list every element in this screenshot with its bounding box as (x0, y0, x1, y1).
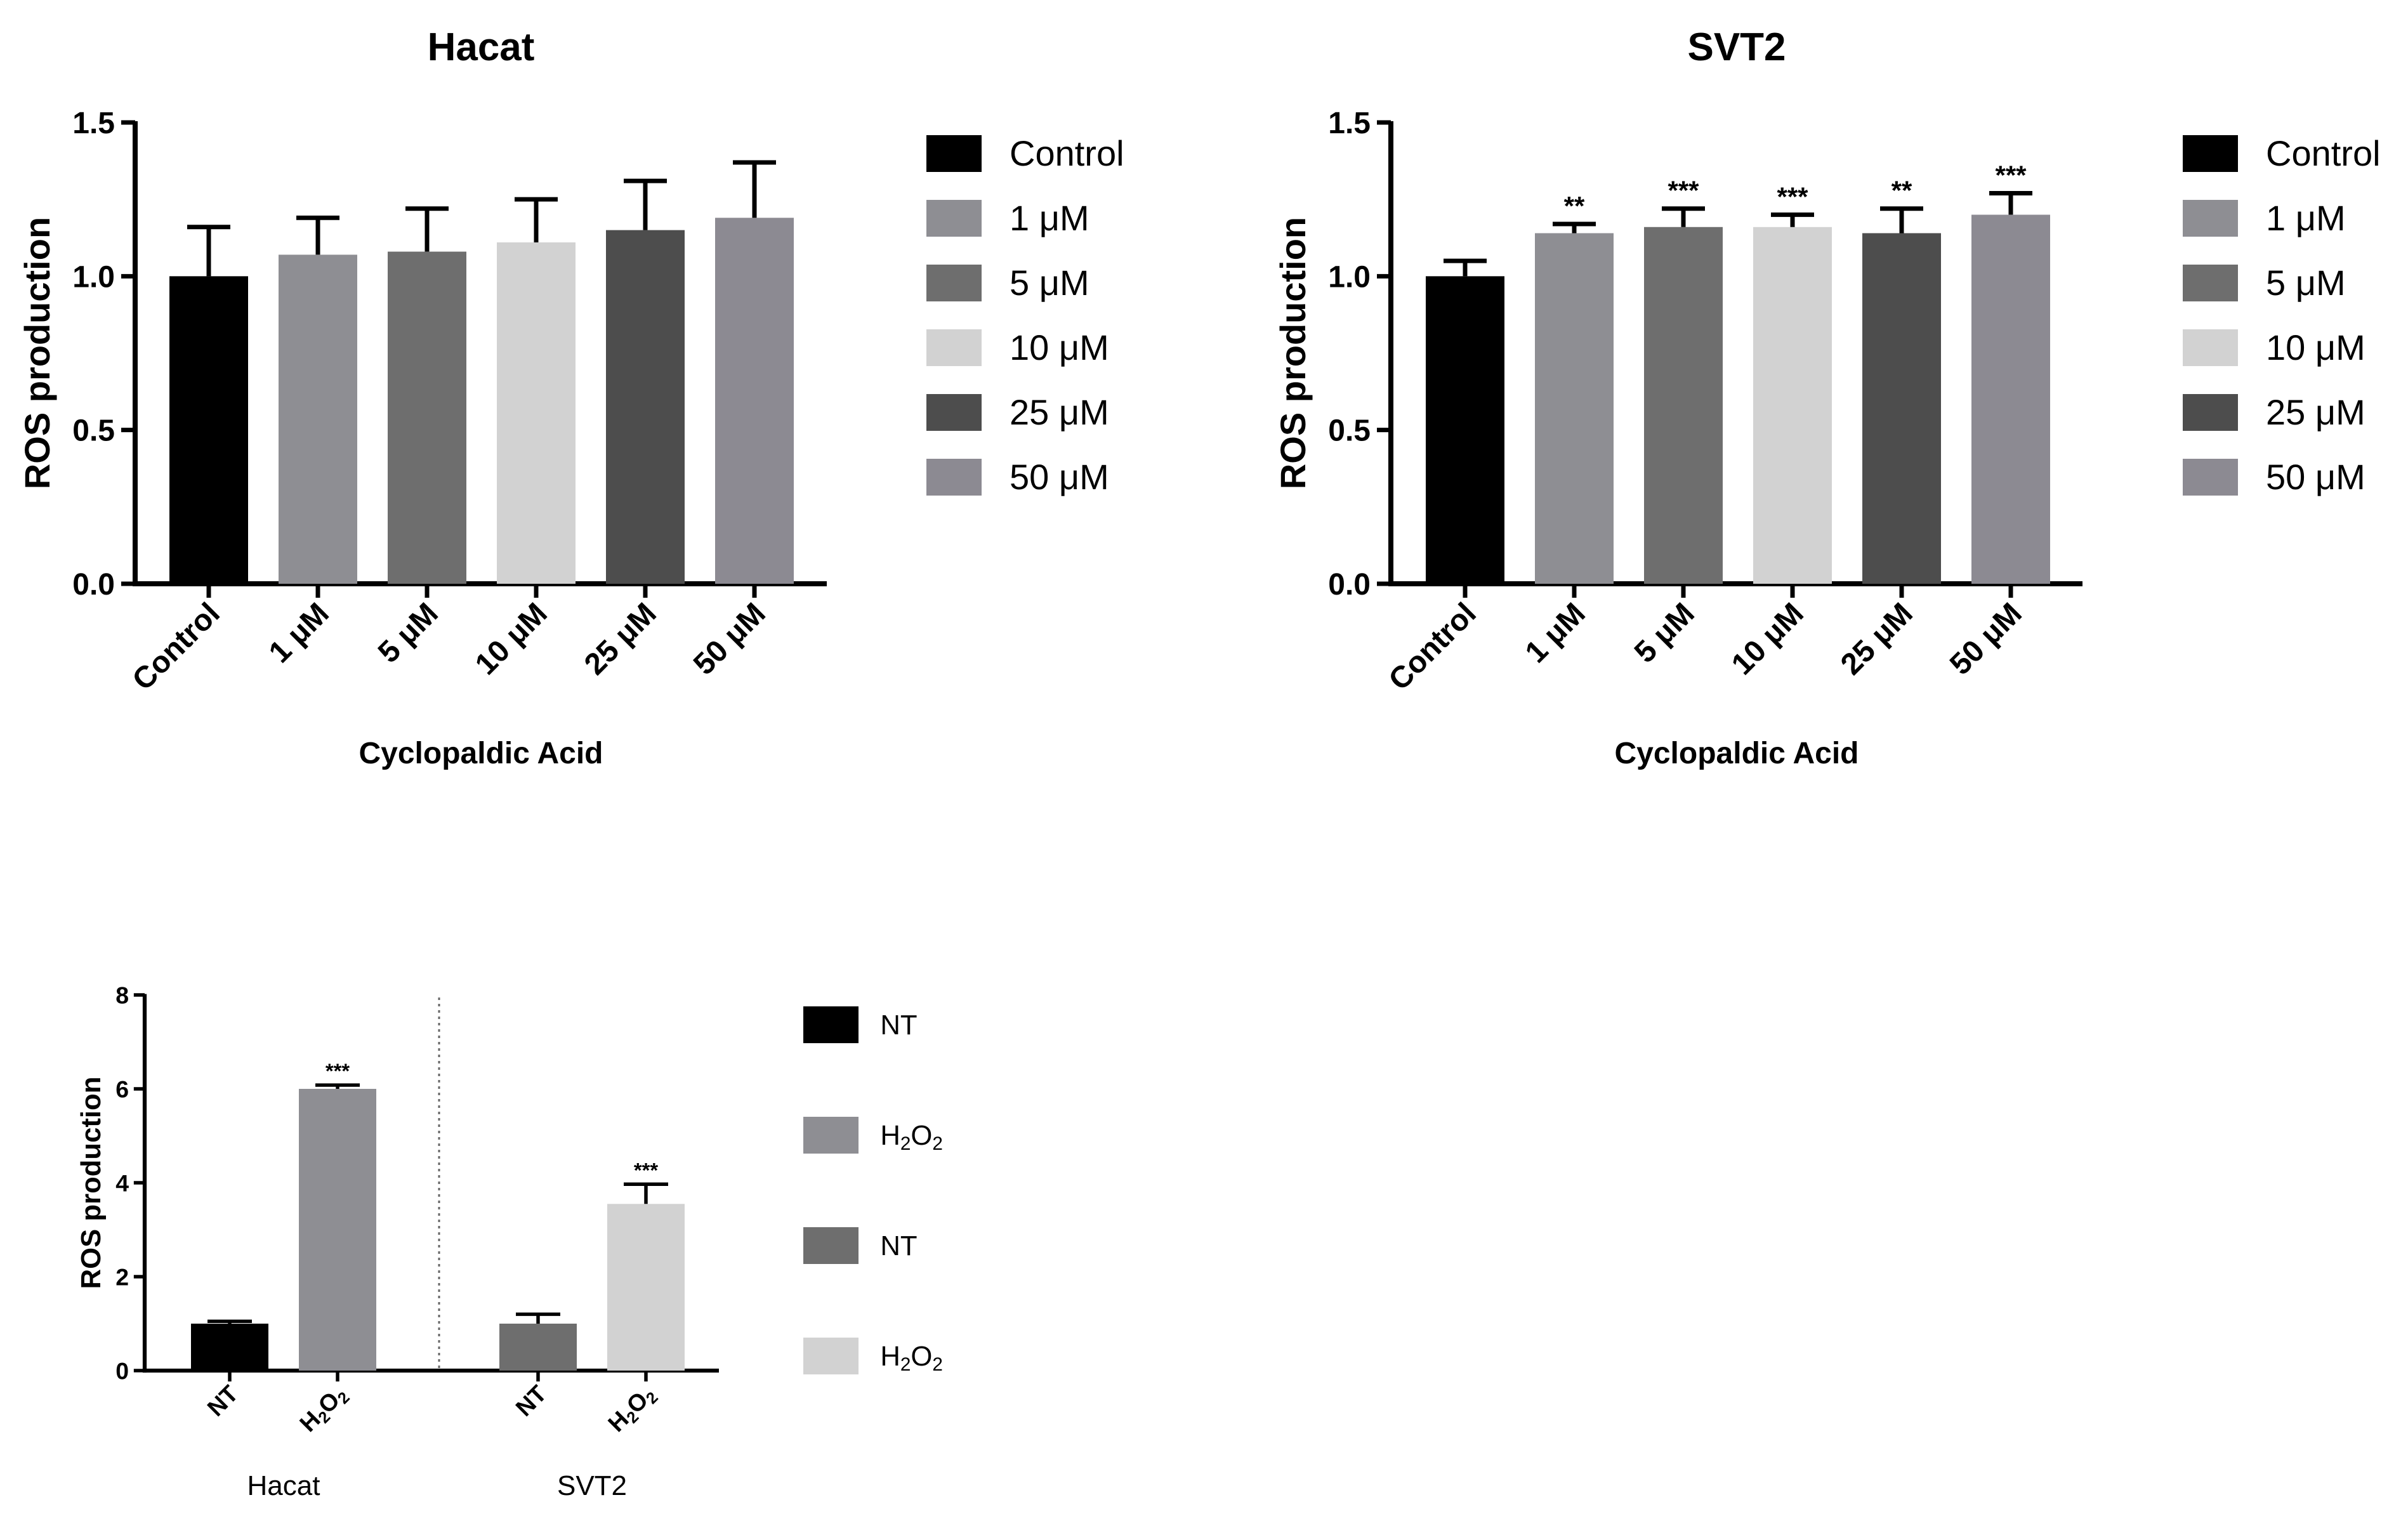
chart-svt2: SVT2 0.0 0.5 1.0 1.5 ROS production Control 1 μ… (1273, 25, 2381, 770)
bar (499, 1324, 577, 1371)
legend-label: 10 μM (2266, 327, 2365, 367)
legend-label: 5 μM (1010, 263, 1089, 303)
bar (1644, 227, 1723, 584)
x-tick-label: 5 μM (372, 596, 445, 669)
legend-swatch (2183, 135, 2238, 172)
y-tick-label: 4 (115, 1169, 129, 1196)
x-axis-label: Cyclopaldic Acid (1615, 737, 1859, 770)
chart-title: Hacat (428, 25, 535, 69)
y-tick-label: 0.5 (72, 414, 115, 448)
legend-swatch (2183, 329, 2238, 366)
bar (1535, 233, 1614, 584)
legend-swatch (2183, 265, 2238, 301)
legend-label: 5 μM (2266, 263, 2346, 303)
significance-label: *** (1668, 176, 1699, 206)
x-tick-label: 50 μM (1944, 596, 2029, 681)
y-tick-label: 0.0 (72, 568, 115, 602)
legend-swatch (803, 1006, 859, 1043)
legend-label: NT (880, 1230, 917, 1261)
bar (169, 276, 248, 584)
legend-swatch (926, 329, 982, 366)
legend-label: 50 μM (1010, 457, 1109, 497)
legend-swatch (2183, 459, 2238, 496)
y-axis-label: ROS production (1273, 217, 1313, 489)
bar (497, 242, 576, 584)
x-tick-label: Control (126, 596, 227, 697)
significance-label: ** (1892, 176, 1912, 206)
legend-swatch (803, 1117, 859, 1154)
legend-label: H2O2 (880, 1341, 943, 1375)
x-tick-label: 10 μM (469, 596, 554, 681)
bar (279, 254, 357, 584)
y-tick-label: 0 (115, 1357, 129, 1384)
bar (1426, 276, 1504, 584)
y-tick-label: 2 (115, 1263, 129, 1290)
legend-label: 1 μM (1010, 198, 1089, 238)
bar (715, 218, 794, 584)
y-tick-label: 0.5 (1328, 414, 1371, 448)
bar (1862, 233, 1941, 584)
y-axis-label: ROS production (17, 217, 57, 489)
x-tick-label: 5 μM (1628, 596, 1701, 669)
legend-label: NT (880, 1010, 917, 1041)
group-label: SVT2 (557, 1470, 627, 1501)
legend-swatch (2183, 200, 2238, 237)
x-tick-label: NT (510, 1380, 551, 1421)
legend-swatch (926, 135, 982, 172)
y-tick-label: 8 (115, 982, 129, 1008)
legend-swatch (803, 1338, 859, 1374)
bar (299, 1089, 376, 1371)
legend-label: 1 μM (2266, 198, 2346, 238)
legend-label: 25 μM (1010, 392, 1109, 432)
y-tick-label: 1.0 (72, 260, 115, 294)
legend-swatch (803, 1227, 859, 1264)
bar (1971, 214, 2050, 584)
x-tick-label: 50 μM (687, 596, 772, 681)
legend-swatch (926, 200, 982, 237)
chart-hacat: Hacat 0.0 0.5 1.0 1.5 ROS production Control 1 … (17, 25, 1124, 770)
x-tick-label: 25 μM (1834, 596, 1919, 681)
y-tick-label: 1.5 (1328, 107, 1371, 140)
legend-swatch (926, 394, 982, 431)
group-label: Hacat (247, 1470, 320, 1501)
legend-label: 25 μM (2266, 392, 2365, 432)
y-tick-label: 1.0 (1328, 260, 1371, 294)
legend-swatch (926, 265, 982, 301)
legend-label: Control (1010, 133, 1124, 173)
x-tick-label: H2O2 (294, 1380, 353, 1439)
chart-title: SVT2 (1687, 25, 1786, 69)
x-tick-label: 10 μM (1725, 596, 1810, 681)
bar (1753, 227, 1832, 584)
significance-label: *** (1777, 181, 1808, 211)
legend-label: Control (2266, 133, 2381, 173)
legend-label: H2O2 (880, 1120, 943, 1154)
legend-label: 50 μM (2266, 457, 2365, 497)
legend-swatch (926, 459, 982, 496)
significance-label: *** (1995, 160, 2027, 190)
bar (191, 1324, 268, 1371)
x-tick-label: NT (202, 1380, 243, 1421)
legend-swatch (2183, 394, 2238, 431)
significance-label: *** (634, 1158, 658, 1182)
x-axis-label: Cyclopaldic Acid (359, 737, 603, 770)
y-tick-label: 0.0 (1328, 568, 1371, 602)
x-tick-label: Control (1383, 596, 1483, 697)
bar (607, 1204, 685, 1371)
chart-h2o2: 0 2 4 6 8 ROS production NT H2O2 *** NT H2O2 *** NT H… (76, 982, 943, 1501)
significance-label: ** (1564, 191, 1585, 221)
x-tick-label: 25 μM (578, 596, 663, 681)
y-axis-label: ROS production (76, 1077, 107, 1289)
y-tick-label: 6 (115, 1076, 129, 1102)
significance-label: *** (326, 1059, 350, 1083)
bar (606, 230, 685, 584)
x-tick-label: 1 μM (1519, 596, 1592, 669)
x-tick-label: H2O2 (603, 1380, 662, 1439)
x-tick-label: 1 μM (263, 596, 336, 669)
legend-label: 10 μM (1010, 327, 1109, 367)
y-tick-label: 1.5 (72, 107, 115, 140)
bar (388, 251, 466, 584)
